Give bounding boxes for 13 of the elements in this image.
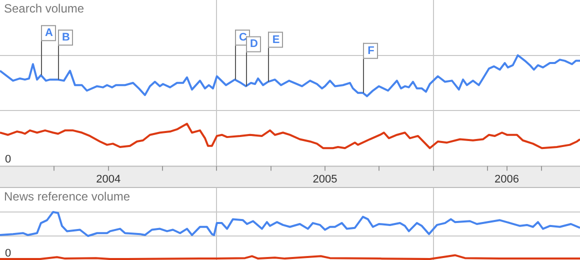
annotation: D [250, 38, 258, 50]
annotation: A [45, 27, 54, 40]
chart-title: News reference volume [4, 189, 130, 204]
x-tick-label: 2004 [96, 173, 121, 186]
annotation: F [368, 44, 375, 57]
annotation: C [239, 32, 248, 44]
x-tick-label: 2006 [494, 173, 520, 186]
annotation: 0 [5, 248, 12, 260]
annotation: 0 [5, 153, 12, 166]
chart-title: Search volume [4, 1, 84, 16]
x-tick-label: 2005 [312, 173, 338, 186]
annotation: E [272, 34, 280, 46]
annotation: B [62, 32, 70, 44]
